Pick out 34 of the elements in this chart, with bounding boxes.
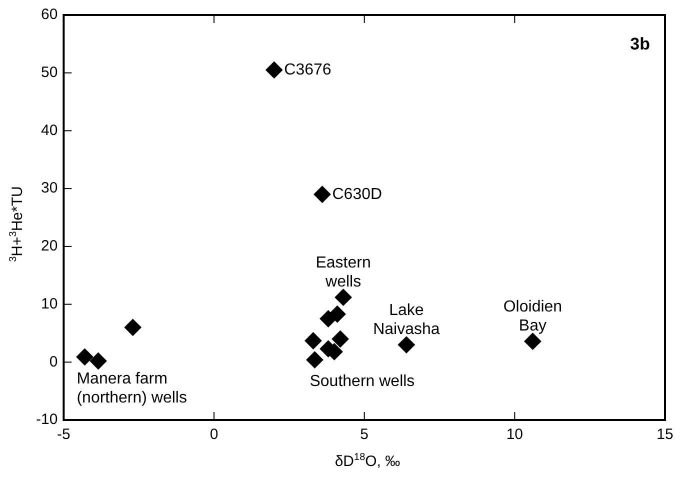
annotation: Oloidien Bay xyxy=(503,298,562,335)
point xyxy=(524,332,542,350)
annotation: Southern wells xyxy=(310,373,415,390)
point xyxy=(334,288,352,306)
y-tick-label: 20 xyxy=(40,238,58,255)
x-tick-label: 10 xyxy=(506,426,524,444)
x-tick-label: 5 xyxy=(360,426,369,444)
annotation: C3676 xyxy=(284,61,332,78)
point xyxy=(332,330,349,348)
annotation: Lake Naivasha xyxy=(373,302,440,338)
x-tick-label: 0 xyxy=(210,426,218,444)
point xyxy=(328,306,346,323)
y-tick-label: 0 xyxy=(49,353,58,370)
y-tick-label: 30 xyxy=(40,180,58,197)
point xyxy=(306,351,324,368)
annotation: 3b xyxy=(630,34,650,54)
annotation: C630D xyxy=(332,186,382,203)
y-tick-label: -10 xyxy=(36,411,58,428)
y-tick-label: 60 xyxy=(40,6,58,24)
x-axis-title: δD$^{18}$O, ‰ xyxy=(334,452,402,470)
y-tick-label: 10 xyxy=(40,295,58,312)
y-tick-label: 50 xyxy=(40,64,58,81)
point xyxy=(266,61,283,78)
x-tick-label: 15 xyxy=(656,426,674,444)
point xyxy=(124,318,142,336)
annotation: Eastern wells xyxy=(316,254,371,291)
y-tick-label: 40 xyxy=(40,122,58,139)
point xyxy=(304,332,322,350)
point xyxy=(90,352,107,370)
annotation: Manera farm (northern) wells xyxy=(76,370,187,406)
x-tick-label: -5 xyxy=(57,426,70,444)
point xyxy=(398,336,415,354)
point xyxy=(314,186,331,203)
point xyxy=(76,348,94,366)
